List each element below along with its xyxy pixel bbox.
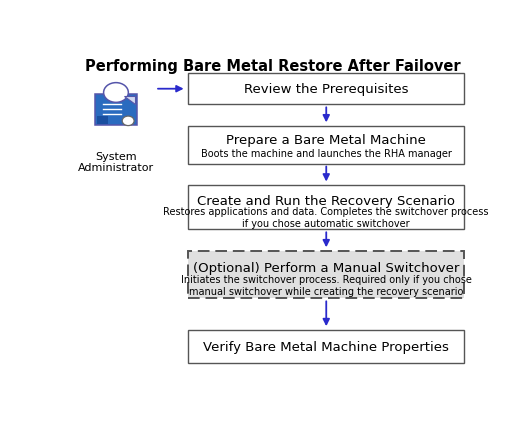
Text: (Optional) Perform a Manual Switchover: (Optional) Perform a Manual Switchover <box>193 262 460 274</box>
Text: Verify Bare Metal Machine Properties: Verify Bare Metal Machine Properties <box>203 340 449 353</box>
Circle shape <box>122 117 134 126</box>
FancyBboxPatch shape <box>188 74 464 105</box>
Text: Boots the machine and launches the RHA manager: Boots the machine and launches the RHA m… <box>201 149 452 159</box>
Text: Prepare a Bare Metal Machine: Prepare a Bare Metal Machine <box>226 133 426 146</box>
FancyBboxPatch shape <box>97 117 107 124</box>
FancyBboxPatch shape <box>188 330 464 363</box>
FancyBboxPatch shape <box>95 95 137 126</box>
FancyBboxPatch shape <box>188 251 464 299</box>
Text: Restores applications and data. Completes the switchover process
if you chose au: Restores applications and data. Complete… <box>163 207 489 228</box>
Text: Review the Prerequisites: Review the Prerequisites <box>244 83 409 96</box>
FancyBboxPatch shape <box>188 127 464 164</box>
Circle shape <box>104 83 128 103</box>
Text: System
Administrator: System Administrator <box>78 151 154 173</box>
FancyBboxPatch shape <box>188 186 464 230</box>
Text: Initiates the switchover process. Required only if you chose
manual switchover w: Initiates the switchover process. Requir… <box>181 275 472 296</box>
Text: Create and Run the Recovery Scenario: Create and Run the Recovery Scenario <box>197 195 455 207</box>
Text: Performing Bare Metal Restore After Failover: Performing Bare Metal Restore After Fail… <box>85 59 461 74</box>
Polygon shape <box>123 96 135 104</box>
